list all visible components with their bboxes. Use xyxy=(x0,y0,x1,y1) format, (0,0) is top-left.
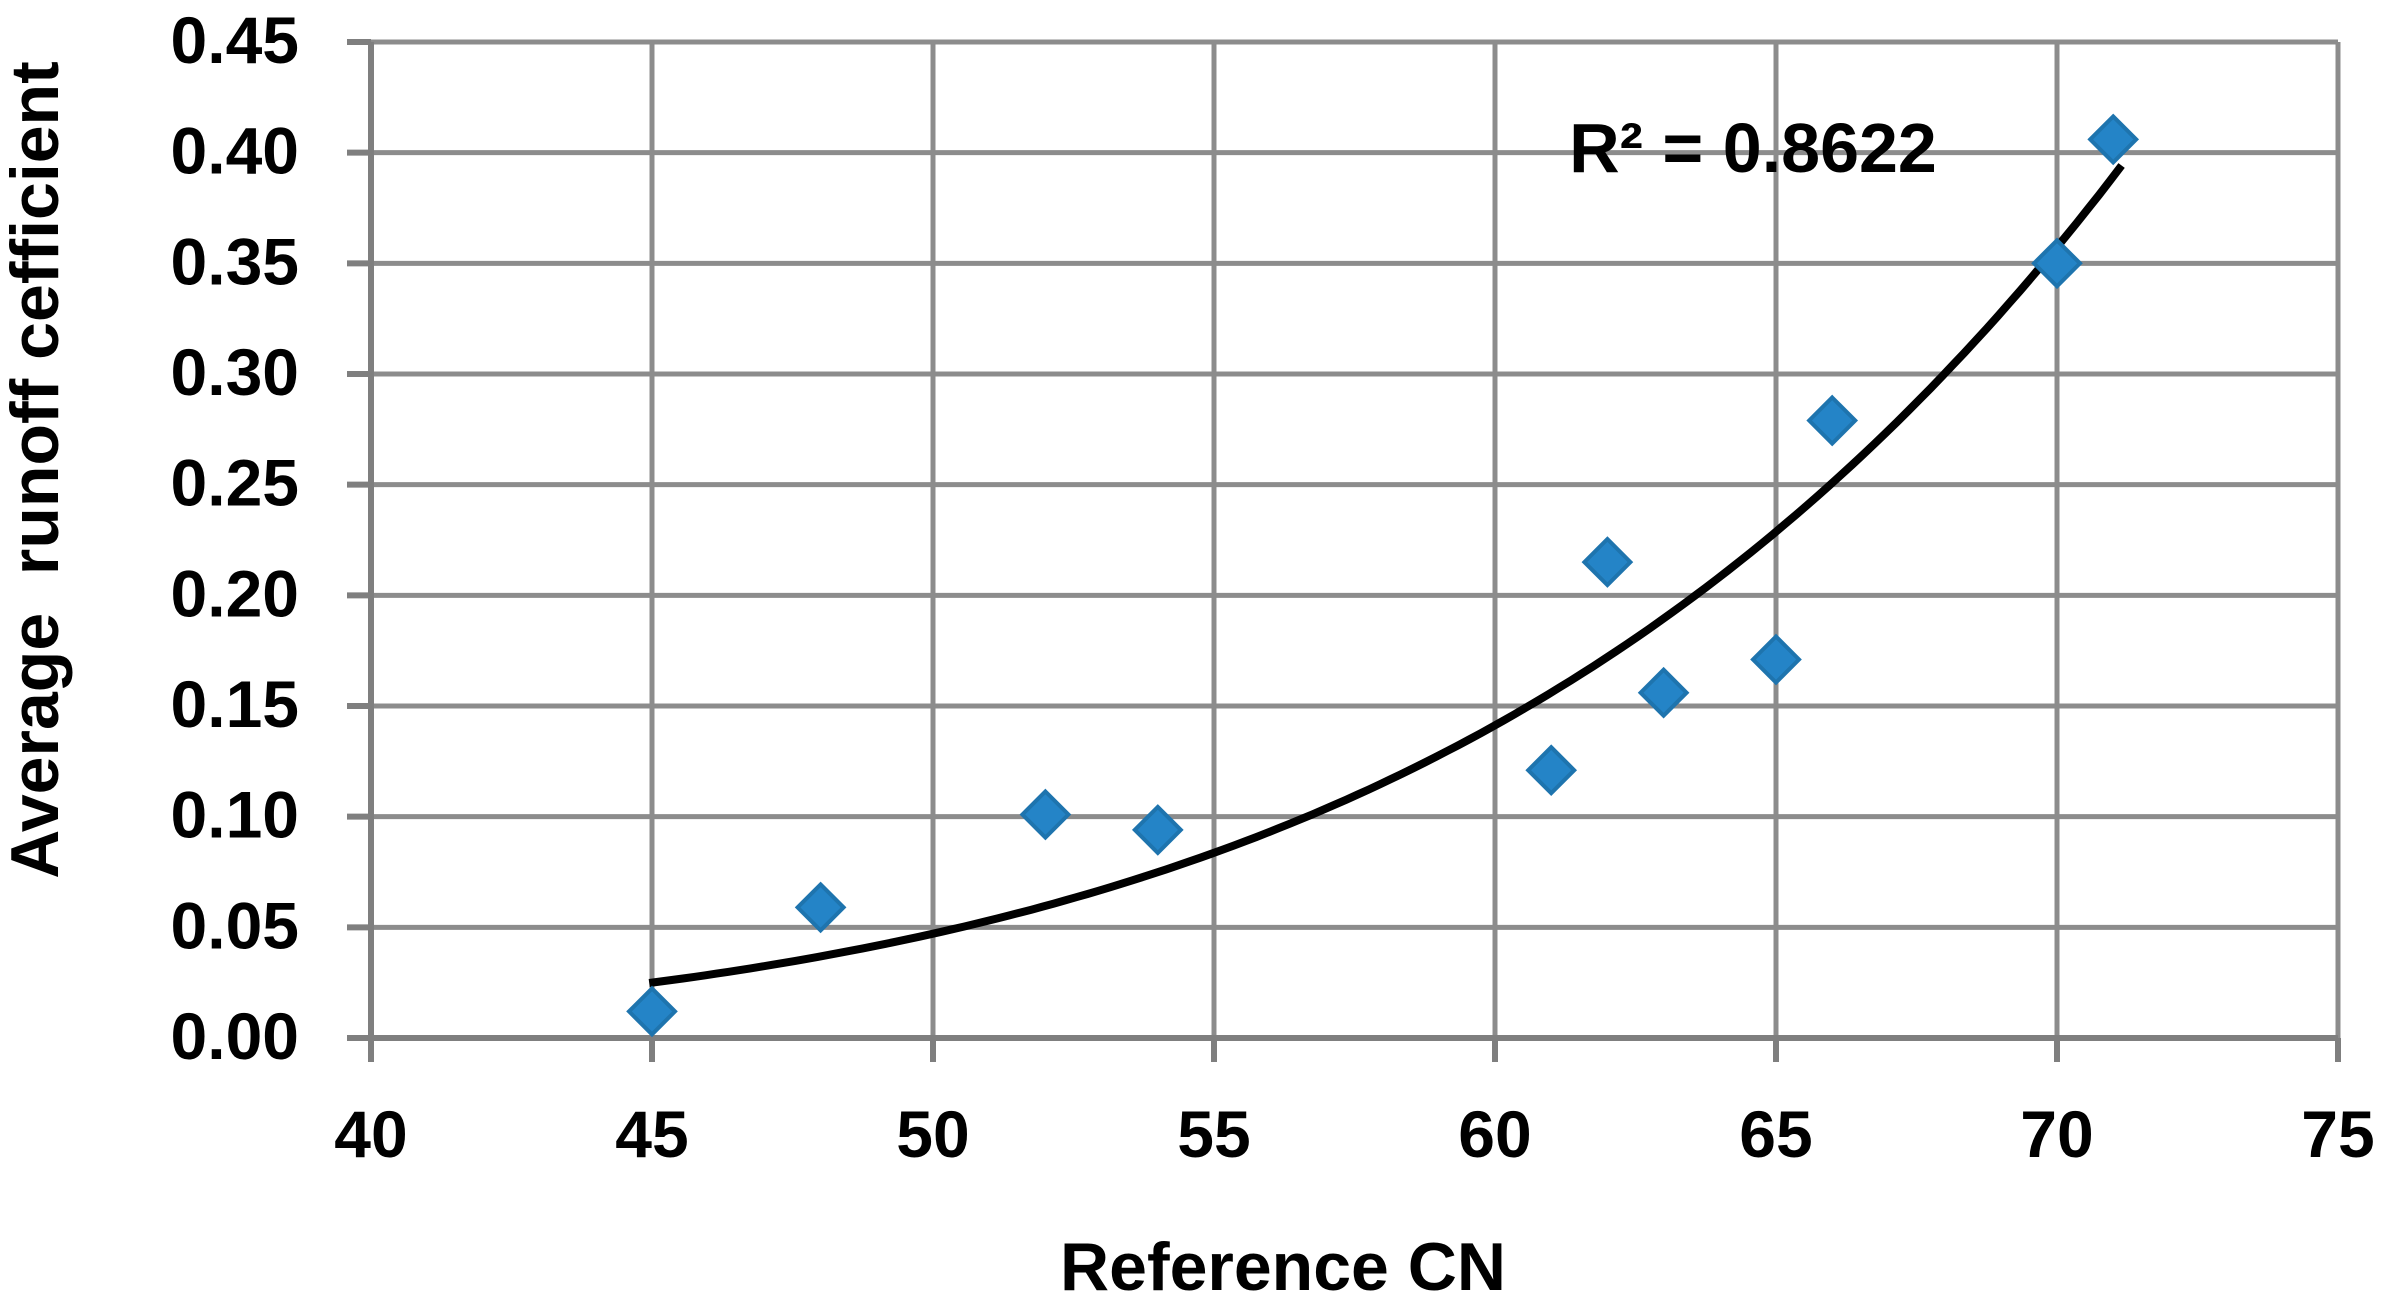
data-point-marker xyxy=(1806,394,1859,447)
x-tick-label: 60 xyxy=(1458,1097,1531,1171)
y-tick-label: 0.45 xyxy=(171,3,299,77)
x-axis-title: Reference CN xyxy=(1060,1229,1506,1305)
data-point-marker xyxy=(1581,536,1634,588)
y-tick-label: 0.10 xyxy=(171,778,299,852)
data-point-marker xyxy=(2031,237,2083,290)
data-point-marker xyxy=(1131,804,1184,856)
x-tick-label: 50 xyxy=(896,1097,969,1171)
x-tick-label: 55 xyxy=(1177,1097,1250,1171)
data-point-marker xyxy=(1019,788,1072,841)
y-tick-label: 0.35 xyxy=(171,224,299,298)
x-tick-label: 45 xyxy=(615,1097,688,1171)
tick-marks xyxy=(347,39,2341,1062)
x-tick-label: 40 xyxy=(334,1097,407,1171)
y-tick-labels: 0.00 0.05 0.10 0.15 0.20 0.25 0.30 0.35 0.40 0.45 xyxy=(171,3,299,1073)
gridlines xyxy=(368,39,2341,1041)
data-point-marker xyxy=(1525,744,1578,797)
data-point-marker xyxy=(1750,633,1802,686)
data-point-marker xyxy=(626,985,678,1038)
x-tick-labels: 40 45 50 55 60 65 70 75 xyxy=(334,1097,2374,1171)
y-tick-label: 0.25 xyxy=(171,446,299,520)
y-tick-label: 0.00 xyxy=(171,999,299,1073)
data-point-marker xyxy=(2087,113,2140,166)
y-axis-title: Average runoff cefficient xyxy=(0,61,73,878)
data-point-marker xyxy=(1637,666,1690,719)
x-tick-label: 65 xyxy=(1739,1097,1812,1171)
axis-lines xyxy=(347,42,2338,1062)
data-point-markers xyxy=(626,113,2140,1038)
y-tick-label: 0.15 xyxy=(171,667,299,741)
y-tick-label: 0.40 xyxy=(171,114,299,188)
x-tick-label: 70 xyxy=(2020,1097,2093,1171)
y-tick-label: 0.20 xyxy=(171,556,299,630)
trendline-curve xyxy=(648,163,2125,987)
x-tick-label: 75 xyxy=(2301,1097,2374,1171)
r-squared-annotation: R² = 0.8622 xyxy=(1569,109,1937,187)
data-point-marker xyxy=(794,881,847,934)
y-tick-label: 0.05 xyxy=(171,888,299,962)
y-tick-label: 0.30 xyxy=(171,335,299,409)
